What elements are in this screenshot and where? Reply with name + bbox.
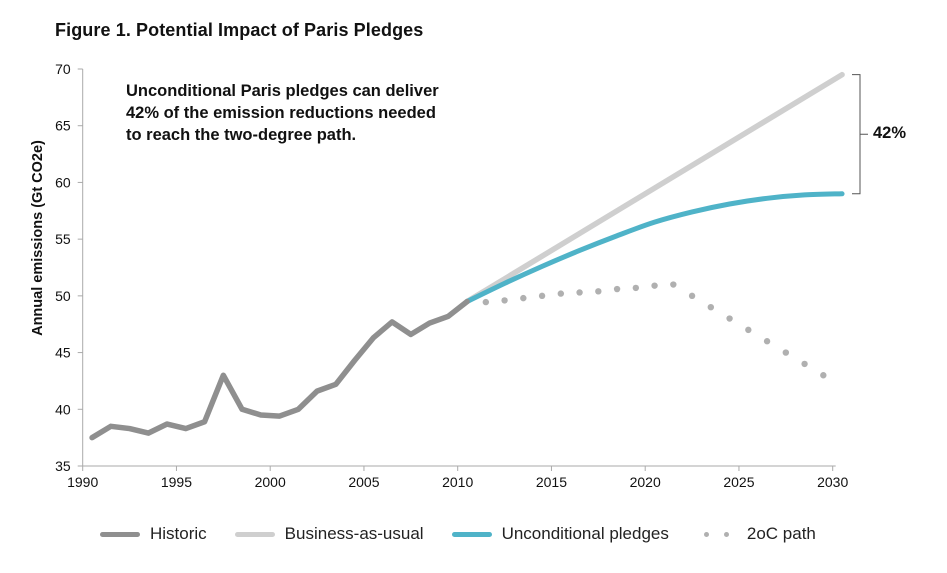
legend-dot — [724, 531, 730, 537]
x-tick-label: 2020 — [630, 474, 661, 490]
y-tick-label: 60 — [55, 174, 71, 190]
legend-item-historic: Historic — [100, 524, 207, 544]
series-2oc-path-point — [763, 338, 771, 345]
y-tick-label: 70 — [55, 61, 71, 77]
legend-label: 2oC path — [746, 524, 816, 543]
x-tick-label: 2000 — [255, 474, 286, 490]
annotation-line-1: Unconditional Paris pledges can deliver — [126, 82, 439, 100]
x-tick-label: 1995 — [161, 474, 192, 490]
annotation-line-2: 42% of the emission reductions needed — [126, 104, 436, 122]
series-2oc-path-point — [726, 315, 733, 322]
legend-label: Historic — [150, 524, 207, 543]
series-historic-line — [89, 298, 470, 441]
bracket — [852, 74, 868, 195]
series-2oc-path-point — [595, 288, 602, 295]
series-unconditional-pledges-line — [464, 191, 845, 305]
series-2oc-path-point — [538, 292, 546, 300]
series-2oc-path-point — [613, 285, 621, 293]
chart-annotation: Unconditional Paris pledges can deliver … — [126, 80, 506, 146]
series-2oc-path-point — [557, 290, 565, 297]
x-tick-label: 2025 — [723, 474, 754, 490]
x-tick-label: 2015 — [536, 474, 567, 490]
series-2oc-path-point — [707, 304, 715, 311]
x-tick-label: 2010 — [442, 474, 473, 490]
legend-item-2oc-path: 2oC path — [697, 524, 816, 544]
legend: Historic Business-as-usual Unconditional p… — [100, 524, 844, 544]
legend-label: Business-as-usual — [284, 524, 424, 543]
series-2oc-path-point — [651, 282, 658, 289]
legend-label: Unconditional pledges — [501, 524, 669, 543]
y-tick-label: 55 — [55, 231, 71, 247]
series-2oc-path-point — [576, 289, 583, 296]
legend-swatch-historic — [100, 531, 140, 537]
y-tick-label: 50 — [55, 288, 71, 304]
legend-dot — [704, 531, 710, 537]
y-tick-label: 40 — [55, 401, 71, 417]
legend-item-unconditional-pledges: Unconditional pledges — [451, 524, 669, 544]
series-2oc-path-point — [801, 360, 808, 368]
series-2oc-path-point — [670, 281, 677, 288]
y-tick-label: 45 — [55, 345, 71, 361]
y-tick-label: 35 — [55, 458, 71, 474]
x-tick-label: 2030 — [817, 474, 848, 490]
series-2oc-path-point — [688, 292, 696, 300]
series-2oc-path-point — [501, 297, 508, 304]
series-2oc-path-point — [632, 284, 640, 292]
series-2oc-path-point — [745, 326, 752, 334]
series-2oc-path-point — [782, 349, 790, 356]
legend-swatch-unconditional-pledges — [451, 531, 492, 537]
legend-item-business-as-usual: Business-as-usual — [234, 524, 424, 544]
chart-title: Figure 1. Potential Impact of Paris Pled… — [55, 20, 424, 40]
series-business-as-usual-line — [464, 71, 845, 305]
annotation-line-3: to reach the two-degree path. — [126, 126, 357, 144]
x-tick-label: 2005 — [348, 474, 379, 490]
y-tick-label: 65 — [55, 118, 71, 134]
legend-swatch-business-as-usual — [234, 531, 275, 537]
series-2oc-path-point — [820, 372, 827, 379]
bracket-label: 42% — [873, 124, 907, 142]
series-2oc-path-point — [482, 298, 490, 306]
series-2oc-path-point — [520, 294, 527, 302]
x-tick-label: 1990 — [67, 474, 98, 490]
legend-swatch-2oc-path — [697, 531, 737, 537]
